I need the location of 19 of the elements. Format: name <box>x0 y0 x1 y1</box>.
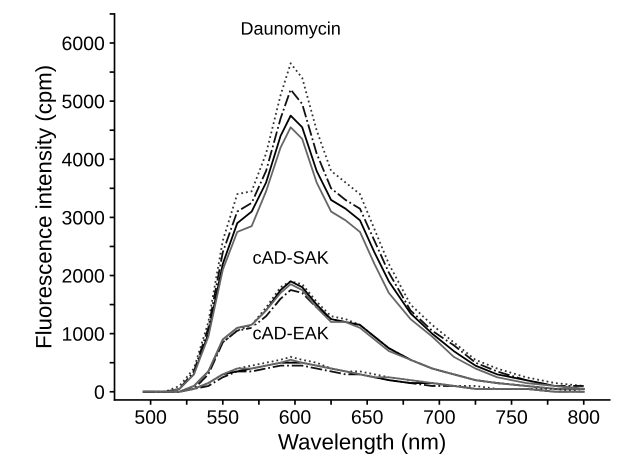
y-axis-title: Fluorescence intensity (cpm) <box>35 66 56 348</box>
y-tick-label: 3000 <box>62 210 104 225</box>
annotation: cAD-SAK <box>253 251 329 264</box>
x-tick-label: 600 <box>280 410 310 424</box>
x-axis-title: Wavelength (nm) <box>278 433 445 454</box>
y-tick-label: 6000 <box>62 36 104 50</box>
x-tick-label: 500 <box>135 410 166 424</box>
x-tick-label: 650 <box>352 410 383 424</box>
y-tick-label: 1000 <box>63 327 104 341</box>
y-tick-label: 2000 <box>62 268 104 283</box>
x-tick-label: 800 <box>568 410 600 424</box>
annotation: cAD-EAK <box>253 326 329 340</box>
x-tick-label: 700 <box>424 410 455 424</box>
y-tick-label: 4000 <box>62 152 104 166</box>
annotation: Daunomycin <box>242 22 340 38</box>
y-tick-label: 0 <box>94 385 104 399</box>
x-tick-label: 750 <box>496 410 528 424</box>
y-tick-label: 5000 <box>62 94 104 108</box>
x-tick-label: 550 <box>207 410 238 424</box>
